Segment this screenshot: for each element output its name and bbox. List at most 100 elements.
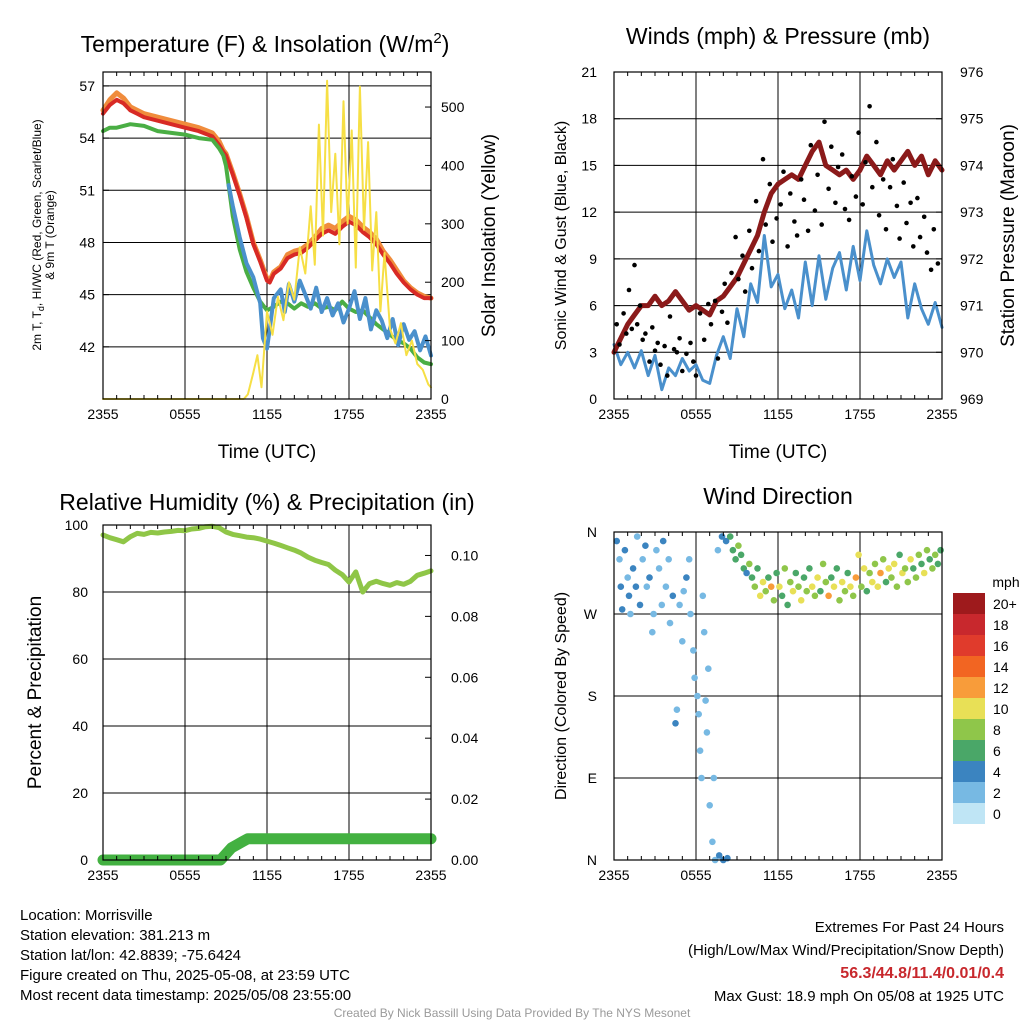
y-tick-label: 21 xyxy=(581,64,597,80)
station-location: Location: Morrisville xyxy=(20,907,153,924)
recent-timestamp: Most recent data timestamp: 2025/05/08 2… xyxy=(20,987,352,1004)
gust-point xyxy=(863,160,868,165)
x-axis-label: Time (UTC) xyxy=(729,442,828,463)
gust-point xyxy=(894,203,900,209)
wind-direction-point xyxy=(830,583,838,590)
x-tick-label: 1755 xyxy=(333,406,364,422)
humidity-line xyxy=(100,523,434,595)
wind-direction-point xyxy=(666,619,674,627)
max-gust: Max Gust: 18.9 mph On 05/08 at 1925 UTC xyxy=(713,988,1004,1005)
legend-swatch xyxy=(953,803,985,824)
legend-swatch xyxy=(953,656,985,677)
y-tick-label: 20 xyxy=(72,785,88,801)
wind-direction-point xyxy=(625,592,633,600)
y2-tick-label: 300 xyxy=(441,216,465,232)
gust-point xyxy=(853,194,859,199)
wind-direction-point xyxy=(893,583,901,590)
wind-direction-point xyxy=(658,601,666,609)
gust-point xyxy=(826,186,831,192)
x-tick-label: 1755 xyxy=(844,406,875,422)
gust-point xyxy=(921,214,927,220)
wind-direction-point xyxy=(803,587,810,595)
y-axis-label: Direction (Colored By Speed) xyxy=(553,592,570,800)
wind-direction-point xyxy=(770,597,778,604)
y-tick-label: 42 xyxy=(79,339,95,355)
y2-tick-label: 976 xyxy=(960,64,984,80)
wind-direction-point xyxy=(715,852,723,859)
y2-tick-label: 200 xyxy=(441,274,465,290)
wind-direction-point xyxy=(852,574,860,581)
y2-tick-label: 974 xyxy=(960,157,984,173)
gust-point xyxy=(781,169,786,174)
gust-point xyxy=(756,248,762,254)
gust-point xyxy=(822,119,827,125)
wind-direction-point xyxy=(759,578,767,586)
legend-swatch xyxy=(953,698,985,719)
wind-direction-point xyxy=(789,587,797,595)
wind-direction-point xyxy=(649,628,656,636)
wind-direction-point xyxy=(732,556,739,563)
wind-direction-point xyxy=(643,583,651,590)
gust-point xyxy=(662,343,667,349)
gust-point xyxy=(621,311,626,316)
wind-direction-point xyxy=(633,533,641,540)
gust-point xyxy=(697,311,703,316)
gust-point xyxy=(785,244,790,249)
gust-point xyxy=(667,314,673,319)
legend-swatch xyxy=(953,614,985,635)
gust-point xyxy=(880,177,886,182)
x-tick-label: 2355 xyxy=(926,406,957,422)
wind-direction-point xyxy=(617,583,625,590)
wind-direction-point xyxy=(714,546,722,554)
gust-point xyxy=(674,350,680,355)
wind-direction-point xyxy=(700,628,708,636)
legend-label: 6 xyxy=(993,743,1001,759)
wind-direction-point xyxy=(885,565,892,572)
gust-point xyxy=(788,191,793,196)
y-tick-label: E xyxy=(588,770,597,786)
gust-point xyxy=(715,356,721,361)
wind-direction-point xyxy=(838,578,846,586)
gust-point xyxy=(629,326,635,332)
y2-tick-label: 0.00 xyxy=(451,852,478,868)
y-tick-label: 45 xyxy=(79,287,95,303)
sonic-wind-line xyxy=(612,229,944,392)
y2-tick-label: 0.02 xyxy=(451,791,478,807)
wind-direction-point xyxy=(901,565,909,572)
wind-direction-point xyxy=(926,556,933,563)
wind-direction-point xyxy=(751,583,759,590)
y-tick-label: 54 xyxy=(79,130,95,146)
wind-direction-point xyxy=(866,569,873,577)
wind-direction-point xyxy=(650,610,657,618)
x-tick-label: 0555 xyxy=(169,406,200,422)
gust-point xyxy=(658,362,663,368)
legend-label: 20+ xyxy=(993,596,1017,612)
x-tick-label: 1155 xyxy=(763,406,793,422)
gust-point xyxy=(904,220,909,226)
wind-direction-point xyxy=(869,578,876,586)
wind-direction-point xyxy=(669,592,677,600)
temperature-series-line xyxy=(102,79,432,400)
wind-direction-point xyxy=(737,551,745,559)
y2-tick-label: 0.06 xyxy=(451,669,478,685)
x-tick-label: 2355 xyxy=(415,406,446,422)
y-axis-label: Sonic Wind & Gust (Blue, Black) xyxy=(553,121,570,350)
wind-direction-point xyxy=(918,560,925,568)
legend-swatch xyxy=(953,761,985,782)
wind-direction-point xyxy=(629,565,637,572)
gust-point xyxy=(801,197,807,202)
legend-label: 12 xyxy=(993,680,1009,696)
wind-direction-point xyxy=(863,587,871,595)
gust-point xyxy=(650,325,655,330)
gust-point xyxy=(640,337,645,343)
gust-point xyxy=(634,322,640,327)
wind-direction-point xyxy=(696,747,704,754)
wind-direction-point xyxy=(632,583,640,590)
gust-point xyxy=(736,276,741,282)
y-tick-label: 80 xyxy=(72,584,88,600)
gust-point xyxy=(935,261,941,266)
wind-direction-point xyxy=(698,774,705,782)
legend-label: 16 xyxy=(993,638,1009,654)
legend-label: 8 xyxy=(993,722,1001,738)
x-tick-label: 1155 xyxy=(252,406,282,422)
